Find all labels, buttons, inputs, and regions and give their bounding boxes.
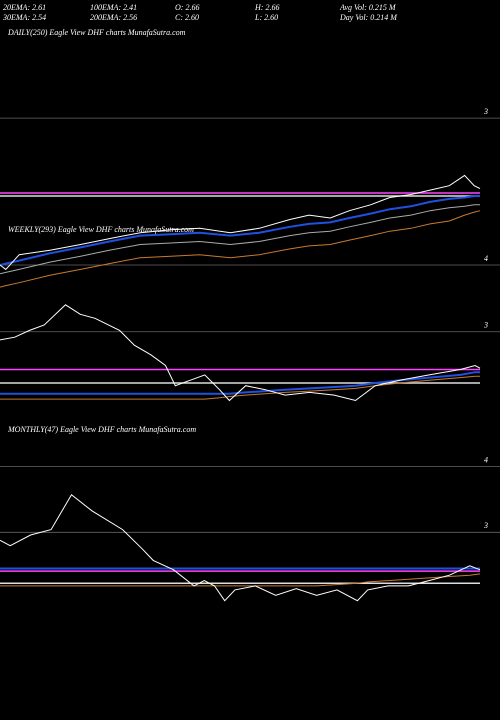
price-line (0, 304, 481, 402)
header-stat: H: 2.66 (254, 3, 279, 12)
panel-title: DAILY(250) Eagle View DHF charts MunafaS… (7, 28, 186, 37)
price-line (0, 210, 481, 288)
panel-title: MONTHLY(47) Eagle View DHF charts Munafa… (7, 425, 196, 434)
header-stat: Day Vol: 0.214 M (339, 13, 398, 22)
price-line (0, 204, 480, 275)
price-line (0, 195, 480, 266)
header-stat: L: 2.60 (254, 13, 278, 22)
y-tick-label: 3 (483, 521, 488, 530)
price-line (0, 493, 481, 602)
y-tick-label: 3 (483, 107, 488, 116)
price-line (0, 174, 481, 271)
header-stat: C: 2.60 (175, 13, 199, 22)
y-tick-label: 3 (483, 321, 488, 330)
header-stat: 30EMA: 2.54 (2, 13, 46, 22)
y-tick-label: 4 (484, 455, 488, 464)
panel-title: WEEKLY(293) Eagle View DHF charts Munafa… (8, 225, 194, 234)
price-line (0, 375, 480, 400)
header-stat: O: 2.66 (175, 3, 199, 12)
y-tick-label: 4 (484, 254, 488, 263)
header-stat: 200EMA: 2.56 (90, 13, 137, 22)
header-stat: 100EMA: 2.41 (90, 3, 137, 12)
price-line (0, 371, 480, 395)
header-stat: Avg Vol: 0.215 M (339, 3, 397, 12)
header-stat: 20EMA: 2.61 (3, 3, 46, 12)
price-line (0, 573, 481, 587)
